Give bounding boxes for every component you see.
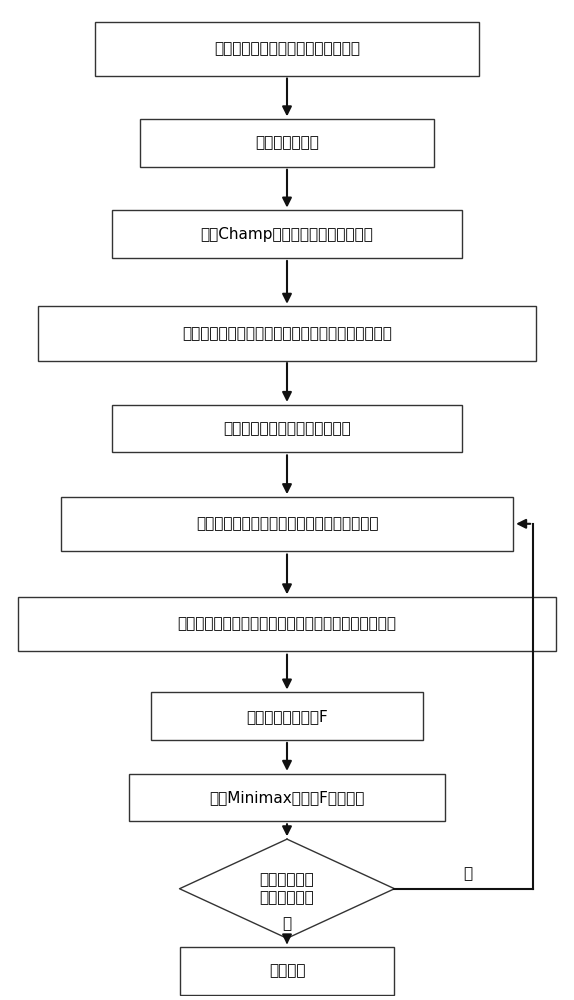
Text: 采用物理光学法计算不同频率时各个观测站点天线性能: 采用物理光学法计算不同频率时各个观测站点天线性能	[177, 616, 397, 631]
Text: 确定反射器的口径、焦距和偏置距离: 确定反射器的口径、焦距和偏置距离	[214, 41, 360, 56]
FancyBboxPatch shape	[151, 692, 423, 740]
FancyBboxPatch shape	[18, 597, 556, 651]
FancyBboxPatch shape	[112, 210, 462, 258]
Text: 确定馈源的内径: 确定馈源的内径	[255, 135, 319, 150]
Text: 构建优化目标函数F: 构建优化目标函数F	[246, 709, 328, 724]
Text: 将反射器相对于标准抛物面的形变量确定为优化变量: 将反射器相对于标准抛物面的形变量确定为优化变量	[182, 326, 392, 341]
FancyBboxPatch shape	[112, 405, 462, 452]
FancyBboxPatch shape	[180, 947, 394, 995]
Text: 是: 是	[282, 916, 292, 931]
FancyBboxPatch shape	[129, 774, 445, 821]
Text: 利用Minimax算法对F进行优化: 利用Minimax算法对F进行优化	[210, 790, 364, 805]
Polygon shape	[180, 839, 394, 938]
FancyBboxPatch shape	[95, 22, 479, 76]
FancyBboxPatch shape	[140, 119, 434, 167]
Text: 结束优化: 结束优化	[269, 964, 305, 979]
Text: 否: 否	[463, 866, 472, 881]
Text: 设置不同频率时各观测站点的增益和权值系数: 设置不同频率时各观测站点的增益和权值系数	[196, 516, 378, 531]
Text: 根据波束宽度要求布置观测站点: 根据波束宽度要求布置观测站点	[223, 421, 351, 436]
FancyBboxPatch shape	[61, 497, 513, 551]
Text: 利用Champ软件对馈源进行赋形优化: 利用Champ软件对馈源进行赋形优化	[200, 227, 374, 242]
FancyBboxPatch shape	[38, 306, 536, 361]
Text: 判断结果是否
满足设计要求: 判断结果是否 满足设计要求	[259, 873, 315, 905]
